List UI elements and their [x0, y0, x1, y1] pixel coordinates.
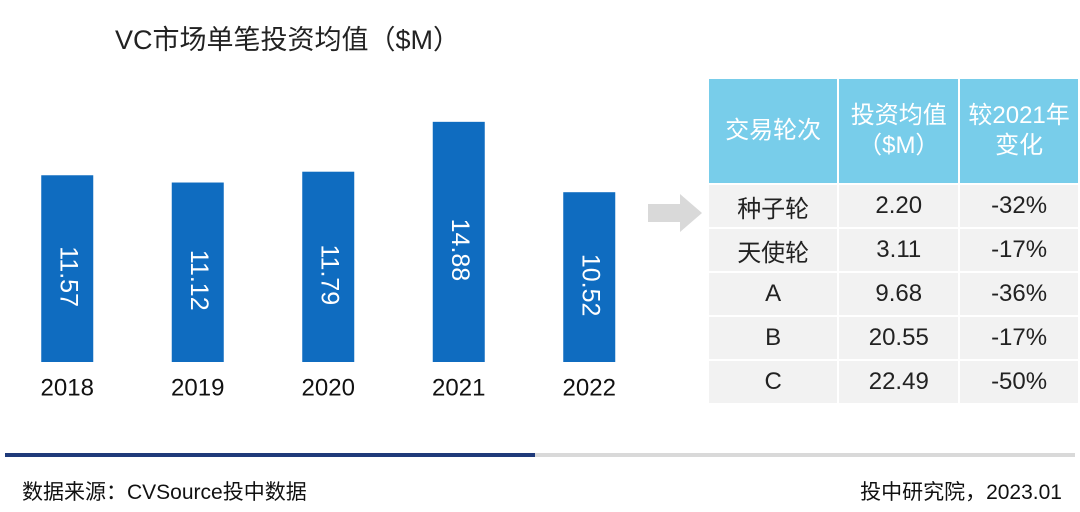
table-cell: 3.11: [837, 227, 961, 273]
table-cell: 22.49: [837, 359, 961, 405]
x-tick-label: 2019: [171, 374, 224, 401]
table-cell: -17%: [958, 227, 1080, 273]
x-tick-label: 2022: [563, 374, 616, 401]
bar: [432, 121, 485, 363]
value-label: 11.79: [316, 244, 344, 305]
table-row: B 20.55 -17%: [706, 315, 1080, 361]
value-label: 10.52: [577, 254, 605, 317]
table-cell: C: [706, 359, 840, 405]
header-cell: 交易轮次: [706, 77, 840, 185]
table-cell: 2.20: [837, 183, 961, 229]
credit: 投中研究院，2023.01: [860, 481, 1062, 504]
table-row: A 9.68 -36%: [706, 271, 1080, 317]
x-tick-label: 2020: [302, 374, 355, 401]
table-cell: -32%: [958, 183, 1080, 229]
table-cell: -36%: [958, 271, 1080, 317]
table: 交易轮次 投资均值（$M） 较2021年变化 种子轮 2.20 -32% 天使轮 3.11 -1…: [706, 77, 1080, 405]
table-cell: 天使轮: [706, 227, 840, 273]
table-cell: 20.55: [837, 315, 961, 361]
x-tick-label: 2018: [41, 374, 94, 401]
header-cell: 较2021年变化: [958, 77, 1080, 185]
table-cell: -50%: [958, 359, 1080, 405]
bar: [41, 175, 94, 362]
arrow: [648, 194, 702, 232]
table-body: 种子轮 2.20 -32% 天使轮 3.11 -17% A 9.68 -36% B 20.55 -17…: [706, 183, 1080, 405]
table-cell: 种子轮: [706, 183, 840, 229]
table-header: 交易轮次 投资均值（$M） 较2021年变化: [706, 77, 1080, 185]
x-tick-label: 2021: [432, 374, 485, 401]
value-label: 14.88: [446, 219, 474, 282]
table-row: 种子轮 2.20 -32%: [706, 183, 1080, 229]
table-row: C 22.49 -50%: [706, 359, 1080, 405]
table-row: 天使轮 3.11 -17%: [706, 227, 1080, 273]
source: 数据来源：CVSource投中数据: [22, 481, 307, 504]
bar: [563, 192, 616, 362]
header-cell: 投资均值（$M）: [837, 77, 961, 185]
bar: [171, 182, 224, 362]
table-cell: 9.68: [837, 271, 961, 317]
table-cell: A: [706, 271, 840, 317]
chart-title: VC市场单笔投资均值（$M）: [115, 25, 460, 55]
value-label: 11.57: [55, 246, 83, 307]
value-label: 11.12: [185, 250, 213, 311]
table-cell: B: [706, 315, 840, 361]
table-cell: -17%: [958, 315, 1080, 361]
bar: [302, 171, 355, 362]
bars: 11.57 2018 11.12 2019 11.79 2020 14.88 2021 10.5…: [41, 121, 616, 401]
